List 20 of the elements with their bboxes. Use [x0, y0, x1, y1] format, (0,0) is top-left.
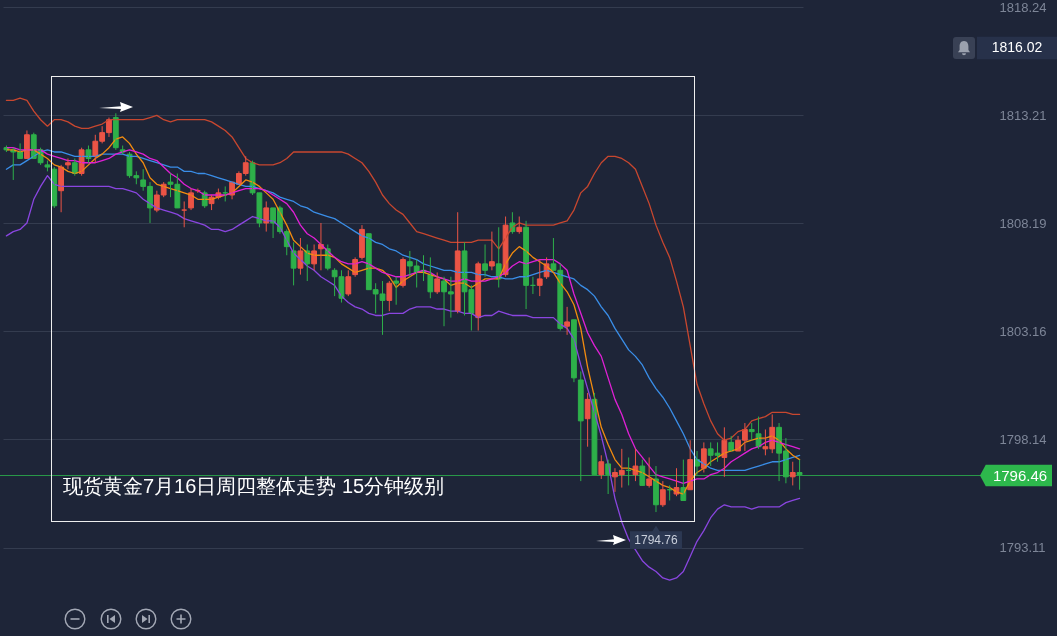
y-tick-label: 1808.19	[999, 215, 1047, 231]
candlestick	[646, 456, 653, 489]
candlestick	[536, 259, 543, 297]
candlestick	[632, 448, 639, 482]
y-tick-label: 1793.11	[999, 540, 1046, 556]
y-tick-label: 1813.21	[999, 107, 1047, 123]
candlestick	[44, 160, 51, 172]
candlestick	[393, 276, 400, 306]
y-tick-label: 1818.24	[999, 0, 1047, 15]
candlestick	[85, 145, 92, 164]
candlestick	[65, 157, 71, 170]
y-tick-label: 1803.16	[999, 323, 1047, 339]
text: 1816.02	[991, 39, 1043, 55]
annotation: 1794.76	[634, 533, 678, 548]
line-series	[5, 175, 801, 581]
ref-line-label: 1796.46	[992, 466, 1048, 484]
y-tick-label: 1798.14	[999, 431, 1047, 447]
candlestick	[673, 467, 680, 497]
candlestick	[345, 269, 352, 297]
annotation: 现货黄金7月16日周四整体走势 15分钟级别	[63, 475, 445, 497]
